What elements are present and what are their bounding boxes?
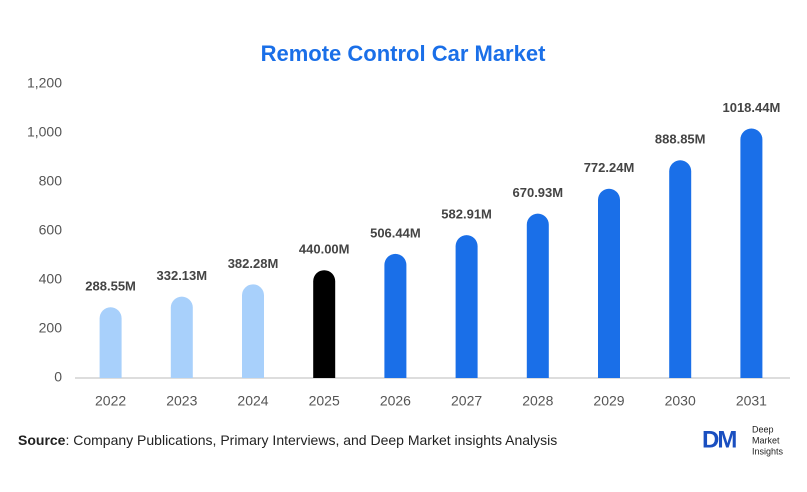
value-label: 1018.44M [722,100,780,115]
y-tick-label: 800 [39,173,63,189]
bar [313,270,336,378]
x-tick-label: 2024 [237,393,268,409]
x-tick-label: 2028 [522,393,553,409]
bar [99,307,122,378]
y-tick-label: 200 [39,320,63,336]
y-tick-label: 1,000 [27,124,62,140]
x-tick-label: 2030 [665,393,696,409]
bar [455,235,478,378]
logo-line: Deep [752,424,774,434]
source-label: Source [18,432,66,448]
y-tick-label: 1,200 [27,75,62,91]
value-label: 888.85M [655,132,706,147]
y-tick-label: 400 [39,271,63,287]
value-label: 582.91M [441,207,492,222]
chart-title: Remote Control Car Market [261,41,547,66]
value-label: 772.24M [584,160,635,175]
source-body: : Company Publications, Primary Intervie… [65,432,557,448]
x-tick-label: 2031 [736,393,767,409]
bar [170,296,193,378]
value-label: 440.00M [299,242,350,257]
x-tick-label: 2029 [593,393,624,409]
logo-line: Market [752,435,780,445]
source-text: Source: Company Publications, Primary In… [18,432,557,448]
x-tick-label: 2022 [95,393,126,409]
bar [669,160,692,378]
y-tick-label: 600 [39,222,63,238]
value-label: 332.13M [157,268,208,283]
bar [242,284,264,378]
logo-mark: DM [702,426,736,453]
x-tick-label: 2027 [451,393,482,409]
logo-line: Insights [752,446,784,456]
value-label: 670.93M [513,185,564,200]
x-tick-label: 2026 [380,393,411,409]
value-label: 382.28M [228,256,279,271]
value-label: 506.44M [370,225,421,240]
x-tick-label: 2025 [309,393,340,409]
y-tick-label: 0 [54,369,62,385]
x-tick-label: 2023 [166,393,197,409]
bar [740,128,763,378]
bar [598,188,621,378]
bar [526,213,549,378]
value-label: 288.55M [85,279,136,294]
bar [384,253,407,378]
